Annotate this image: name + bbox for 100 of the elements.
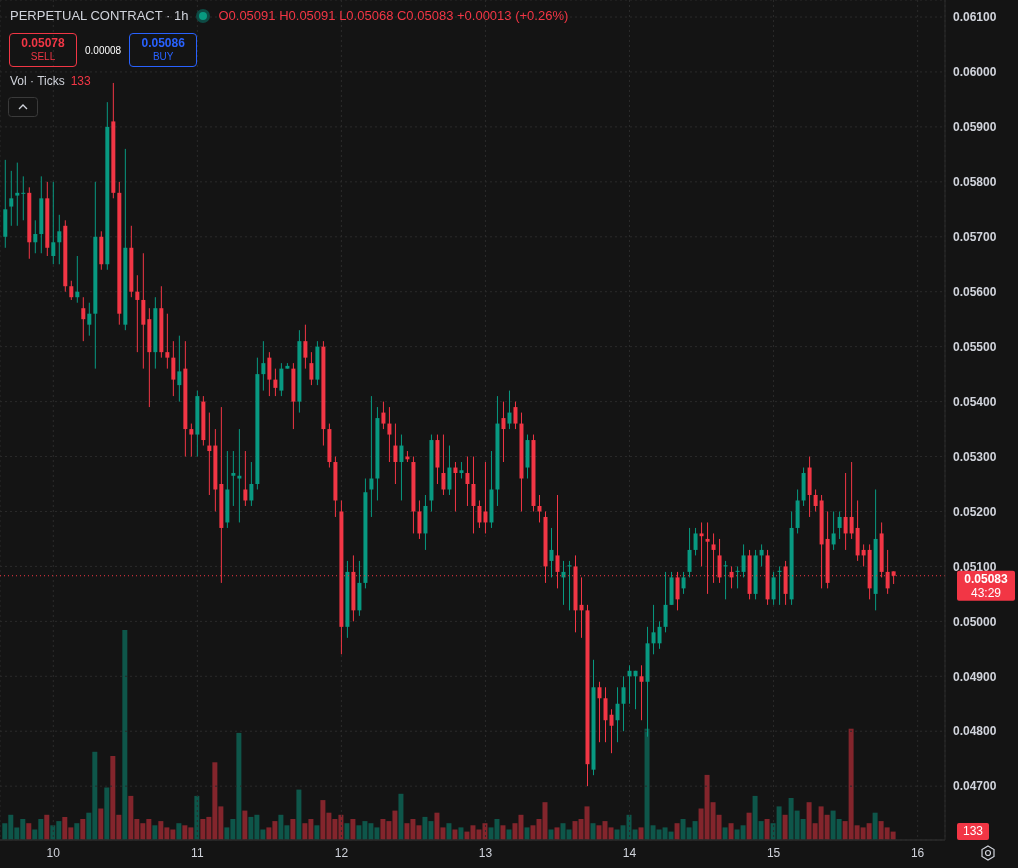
candlestick [477,499,482,529]
candlestick [57,214,62,265]
candlestick [687,527,692,578]
candlestick [465,456,470,507]
y-tick-label: 0.05100 [953,559,997,574]
bar [194,795,200,840]
candlestick [75,255,80,304]
bar [350,819,356,840]
candlestick [447,445,452,496]
candlestick [831,510,836,551]
candlestick [861,543,866,567]
candlestick [453,461,458,512]
text: PERPETUAL CONTRACT · 1h [10,8,189,23]
y-tick-label: 0.05600 [953,284,997,299]
candlestick [135,274,140,353]
candlestick [501,401,506,463]
bar [242,810,248,840]
bar [122,630,128,840]
candlestick [21,175,26,221]
candlestick [279,362,284,397]
candlestick [837,510,842,540]
candlestick [261,340,266,392]
candlestick [243,450,248,507]
candlestick [177,335,182,403]
candlestick [651,604,656,655]
candlestick [579,576,584,639]
text: 43:29 [970,585,1002,600]
annotation: SELL [29,50,57,64]
candlestick [693,527,698,556]
bar [458,827,464,840]
candlestick [303,324,308,370]
bar [446,823,452,840]
bar [398,793,404,840]
candlestick [393,423,398,485]
y-tick-label: 0.06100 [953,10,997,25]
candlestick [207,412,212,496]
candlestick [681,571,686,595]
candlestick [603,686,608,743]
candlestick [735,565,740,589]
candlestick [369,395,374,518]
y-tick-label: 0.04900 [953,669,997,684]
bar [554,827,560,840]
bar [746,812,752,840]
annotation: O0.05091 H0.05091 L0.05068 C0.05083 +0.00013 (+0.26%) [218,8,569,23]
bar [674,823,680,840]
annotation: Vol · Ticks [10,74,65,88]
candlestick [771,571,776,606]
y-tick-label: 0.04800 [953,724,997,739]
candlestick [51,181,56,265]
candlestick [417,499,422,540]
candlestick [849,461,854,540]
candlestick [171,340,176,397]
candlestick [513,401,518,430]
candlestick [699,521,704,567]
candlestick [759,543,764,567]
candlestick [15,162,20,227]
annotation: 0.05086 [140,36,186,50]
bar [344,823,350,840]
y-tick-label: 0.05800 [953,175,997,190]
candlestick [267,351,272,397]
x-tick-label: 15 [766,845,781,860]
annotation: 133 [70,74,91,88]
candlestick [549,527,554,578]
candlestick [621,675,626,732]
bar [872,812,878,840]
candlestick [723,560,728,600]
bar [26,823,32,840]
candlestick [609,708,614,754]
bar [500,825,506,840]
bar [80,819,86,840]
bar [176,823,182,840]
candlestick [615,686,620,743]
candlestick [633,670,638,710]
annotation: 0.05078 [20,36,66,50]
x-tick-label: 11 [191,845,204,860]
candlestick [741,543,746,578]
bar [782,814,788,840]
candlestick [663,571,668,633]
y-tick-label: 0.05500 [953,339,997,354]
candlestick [273,368,278,397]
bar [590,823,596,840]
bar [74,823,80,840]
y-tick-label: 0.05400 [953,394,997,409]
bar [764,819,770,840]
y-tick-label: 0.05700 [953,230,997,245]
y-tick-label: 0.05900 [953,120,997,135]
bar [152,825,158,840]
ref-line-label: 0.05083 [964,571,1009,586]
candlestick [537,494,542,523]
y-tick-label: 0.06000 [953,65,997,80]
candlestick [471,456,476,534]
candlestick [87,302,92,337]
bar [290,819,296,840]
bar [524,827,530,840]
candlestick [381,401,386,430]
candlestick [777,565,782,606]
y-tick-label: 0.05200 [953,504,997,519]
candlestick [507,390,512,430]
bar [314,825,320,840]
annotation: 0.00008 [85,44,122,56]
